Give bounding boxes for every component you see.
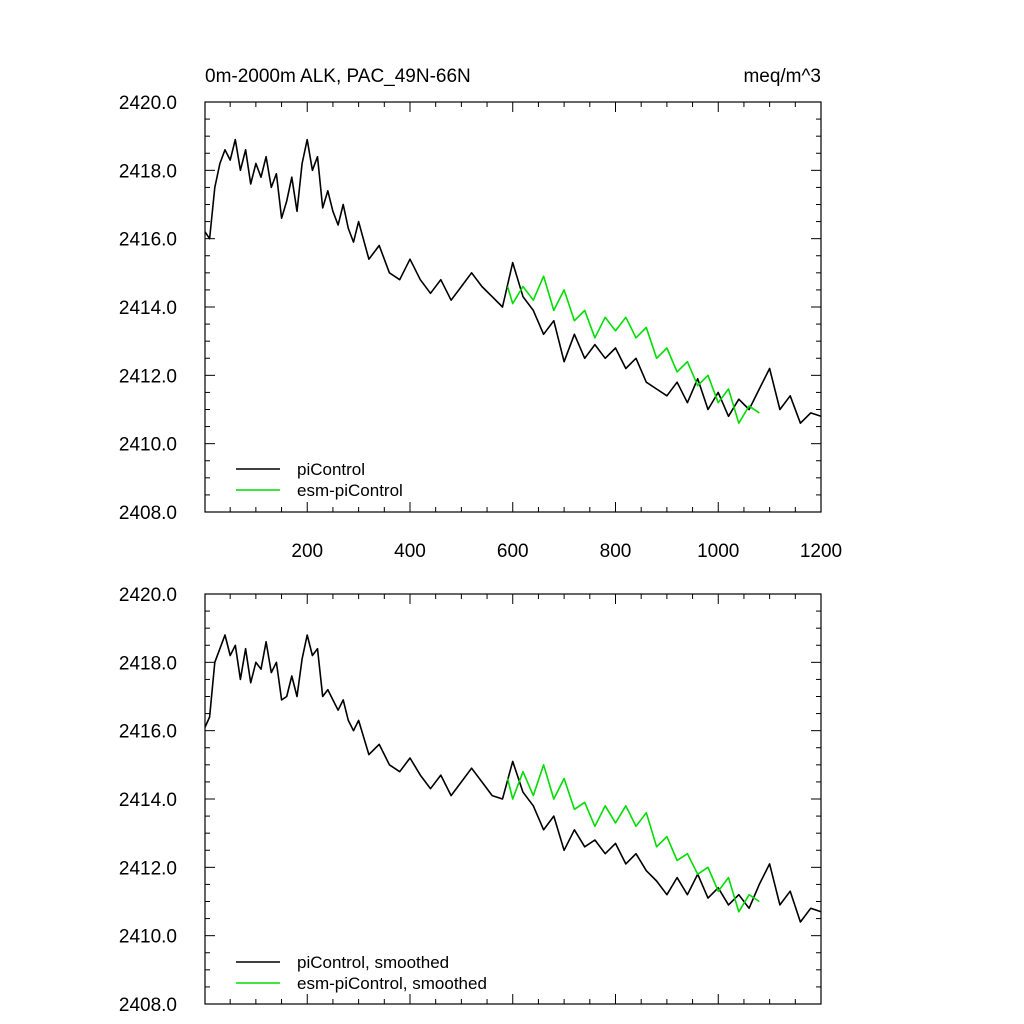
data-lines	[204, 634, 822, 923]
legend: piControl esm-piControl	[236, 460, 403, 500]
x-tick-label: 1200	[800, 541, 842, 562]
units-label: meq/m^3	[743, 66, 821, 87]
chart-title: 0m-2000m ALK, PAC_49N-66N	[205, 66, 471, 87]
series-line-esm-picontrol	[506, 275, 760, 425]
y-tick-label: 2420.0	[119, 93, 177, 114]
series-line-picontrol	[204, 138, 822, 425]
y-tick-label: 2418.0	[119, 653, 177, 674]
y-tick-labels: 2408.0 2410.0 2412.0 2414.0 2416.0 2418.0 2420…	[119, 93, 177, 524]
tick-marks	[205, 593, 822, 1005]
y-tick-label: 2412.0	[119, 858, 177, 879]
y-tick-label: 2412.0	[119, 366, 177, 387]
y-tick-label: 2410.0	[119, 435, 177, 456]
legend-label-picontrol: piControl	[297, 460, 365, 479]
plot-frame	[204, 101, 822, 513]
legend: piControl, smoothed esm-piControl, smoot…	[236, 953, 487, 993]
x-tick-labels: 200 400 600 800 1000 1200	[291, 541, 842, 562]
legend-label-picontrol-smoothed: piControl, smoothed	[297, 953, 449, 972]
top-panel: 0m-2000m ALK, PAC_49N-66N meq/m^3 2408.0…	[119, 66, 842, 562]
legend-label-esm-picontrol: esm-piControl	[297, 481, 403, 500]
y-tick-label: 2418.0	[119, 161, 177, 182]
y-tick-label: 2420.0	[119, 585, 177, 606]
y-tick-label: 2408.0	[119, 995, 177, 1016]
y-tick-label: 2414.0	[119, 790, 177, 811]
y-tick-label: 2410.0	[119, 927, 177, 948]
series-line-picontrol-smoothed	[204, 634, 822, 923]
y-tick-label: 2414.0	[119, 298, 177, 319]
legend-label-esm-picontrol-smoothed: esm-piControl, smoothed	[297, 974, 487, 993]
y-tick-label: 2416.0	[119, 230, 177, 251]
y-tick-label: 2416.0	[119, 722, 177, 743]
x-tick-label: 200	[291, 541, 323, 562]
series-line-esm-picontrol-smoothed	[506, 763, 760, 913]
y-tick-labels: 2408.0 2410.0 2412.0 2414.0 2416.0 2418.0 2420…	[119, 585, 177, 1016]
x-tick-label: 1000	[697, 541, 739, 562]
x-tick-label: 600	[497, 541, 529, 562]
tick-marks	[205, 101, 822, 513]
y-tick-label: 2408.0	[119, 503, 177, 524]
x-tick-label: 800	[600, 541, 632, 562]
data-lines	[204, 138, 822, 425]
x-tick-label: 400	[394, 541, 426, 562]
bottom-panel: 2408.0 2410.0 2412.0 2414.0 2416.0 2418.0 2420…	[119, 585, 822, 1016]
